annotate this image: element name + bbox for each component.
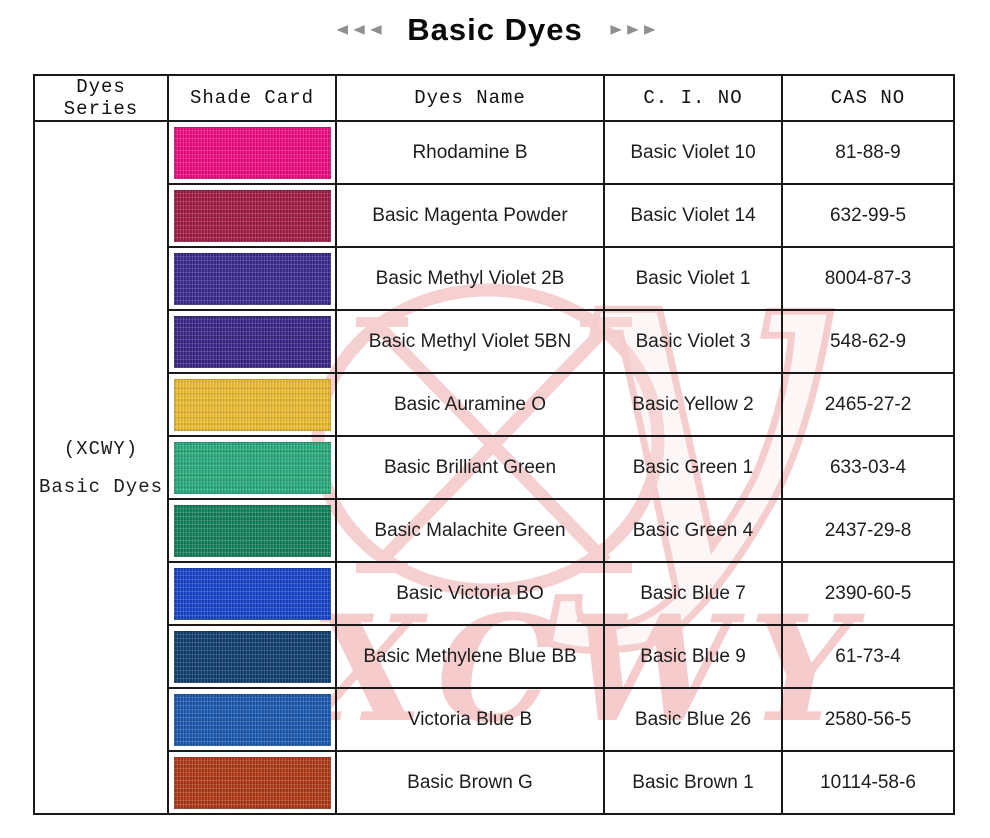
dyes-name-cell: Basic Brilliant Green <box>335 435 605 500</box>
shade-card-swatch <box>173 315 331 368</box>
ci-no-cell: Basic Blue 9 <box>603 624 783 689</box>
ci-no-cell: Basic Violet 10 <box>603 120 783 185</box>
page-title: Basic Dyes <box>407 12 583 47</box>
table-row: Basic Brilliant Green Basic Green 1 633-… <box>34 435 955 500</box>
ci-no-cell: Basic Yellow 2 <box>603 372 783 437</box>
ci-no-cell: Basic Blue 26 <box>603 687 783 752</box>
shade-card-swatch <box>173 504 331 557</box>
table-row: Basic Magenta Powder Basic Violet 14 632… <box>34 183 955 248</box>
series-line1: (XCWY) <box>63 437 139 460</box>
ci-no-cell: Basic Green 4 <box>603 498 783 563</box>
cas-no-cell: 548-62-9 <box>781 309 955 374</box>
table-header-row: Dyes Series Shade Card Dyes Name C. I. N… <box>33 74 955 122</box>
right-arrows-icon: ►►► <box>606 20 659 39</box>
table-row: Basic Methyl Violet 5BN Basic Violet 3 5… <box>34 309 955 374</box>
dyes-name-cell: Rhodamine B <box>335 120 605 185</box>
table-row: (XCWY) Basic Dyes Rhodamine B Basic Viol… <box>33 120 955 815</box>
dyes-name-cell: Basic Methyl Violet 5BN <box>335 309 605 374</box>
series-line2: Basic Dyes <box>38 475 164 498</box>
series-cell: (XCWY) Basic Dyes <box>33 120 169 815</box>
dyes-table: Dyes Series Shade Card Dyes Name C. I. N… <box>33 74 955 815</box>
header-dyes-series: Dyes Series <box>33 74 169 122</box>
shade-card-swatch <box>173 441 331 494</box>
shade-card-cell <box>167 372 337 437</box>
shade-card-swatch <box>173 693 331 746</box>
header-shade-card: Shade Card <box>167 74 337 122</box>
shade-card-cell <box>167 498 337 563</box>
shade-card-swatch <box>173 252 331 305</box>
shade-card-cell <box>167 309 337 374</box>
shade-card-swatch <box>173 189 331 242</box>
cas-no-cell: 10114-58-6 <box>781 750 955 815</box>
cas-no-cell: 632-99-5 <box>781 183 955 248</box>
table-row: Basic Methylene Blue BB Basic Blue 9 61-… <box>34 624 955 689</box>
table-row: Basic Victoria BO Basic Blue 7 2390-60-5 <box>34 561 955 626</box>
dyes-name-cell: Basic Methylene Blue BB <box>335 624 605 689</box>
cas-no-cell: 81-88-9 <box>781 120 955 185</box>
table-row: Victoria Blue B Basic Blue 26 2580-56-5 <box>34 687 955 752</box>
shade-card-cell <box>167 624 337 689</box>
shade-card-cell <box>167 750 337 815</box>
title-bar: ◄◄◄ Basic Dyes ►►► <box>0 12 990 48</box>
dyes-name-cell: Basic Brown G <box>335 750 605 815</box>
header-ci-no: C. I. NO <box>603 74 783 122</box>
ci-no-cell: Basic Brown 1 <box>603 750 783 815</box>
shade-card-cell <box>167 435 337 500</box>
dyes-name-cell: Victoria Blue B <box>335 687 605 752</box>
dyes-name-cell: Basic Auramine O <box>335 372 605 437</box>
table-row: Basic Brown G Basic Brown 1 10114-58-6 <box>34 750 955 815</box>
shade-card-cell <box>167 183 337 248</box>
dyes-name-cell: Basic Magenta Powder <box>335 183 605 248</box>
header-cas-no: CAS NO <box>781 74 955 122</box>
dyes-name-cell: Basic Victoria BO <box>335 561 605 626</box>
shade-card-swatch <box>173 756 331 809</box>
cas-no-cell: 2465-27-2 <box>781 372 955 437</box>
cas-no-cell: 2580-56-5 <box>781 687 955 752</box>
cas-no-cell: 633-03-4 <box>781 435 955 500</box>
ci-no-cell: Basic Violet 14 <box>603 183 783 248</box>
cas-no-cell: 61-73-4 <box>781 624 955 689</box>
shade-card-cell <box>167 561 337 626</box>
cas-no-cell: 2390-60-5 <box>781 561 955 626</box>
shade-card-swatch <box>173 630 331 683</box>
ci-no-cell: Basic Violet 1 <box>603 246 783 311</box>
shade-card-swatch <box>173 126 331 179</box>
shade-card-cell <box>167 120 337 185</box>
dyes-name-cell: Basic Methyl Violet 2B <box>335 246 605 311</box>
ci-no-cell: Basic Violet 3 <box>603 309 783 374</box>
header-dyes-name: Dyes Name <box>335 74 605 122</box>
table-row: Basic Auramine O Basic Yellow 2 2465-27-… <box>34 372 955 437</box>
cas-no-cell: 8004-87-3 <box>781 246 955 311</box>
shade-card-cell <box>167 246 337 311</box>
shade-card-swatch <box>173 567 331 620</box>
ci-no-cell: Basic Blue 7 <box>603 561 783 626</box>
table-row: Basic Methyl Violet 2B Basic Violet 1 80… <box>34 246 955 311</box>
dyes-name-cell: Basic Malachite Green <box>335 498 605 563</box>
table-row: Basic Malachite Green Basic Green 4 2437… <box>34 498 955 563</box>
ci-no-cell: Basic Green 1 <box>603 435 783 500</box>
cas-no-cell: 2437-29-8 <box>781 498 955 563</box>
shade-card-swatch <box>173 378 331 431</box>
left-arrows-icon: ◄◄◄ <box>332 20 385 39</box>
shade-card-cell <box>167 687 337 752</box>
